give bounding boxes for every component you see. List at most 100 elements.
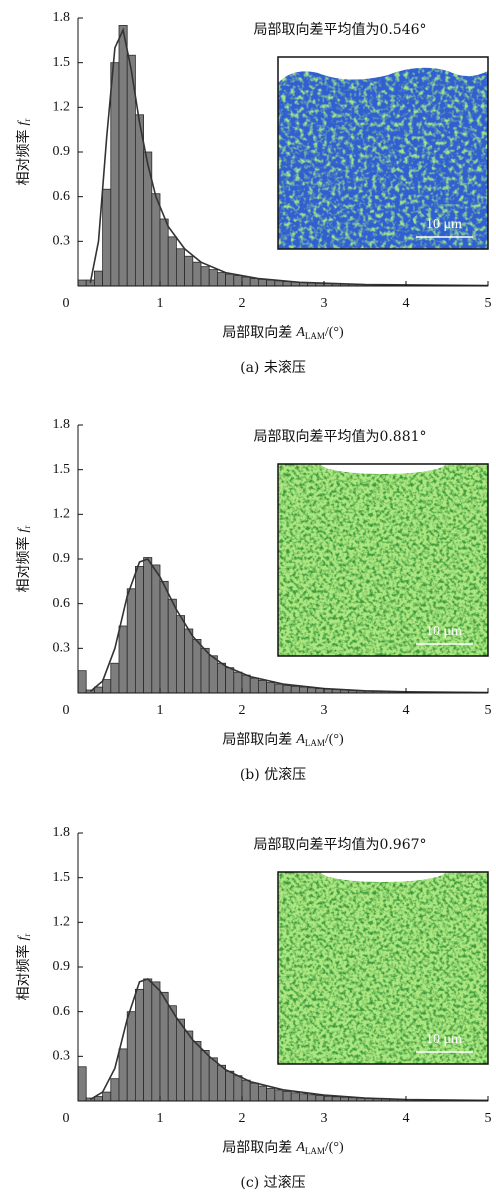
bar	[315, 688, 325, 694]
bar	[184, 1030, 194, 1102]
bar	[282, 1090, 292, 1102]
y-tick-label: 1.8	[53, 825, 71, 840]
label-subscript: LAM	[305, 331, 325, 341]
label-symbol: f	[16, 934, 31, 940]
label-symbol: A	[295, 325, 305, 340]
bar	[102, 188, 112, 287]
inset-frame	[277, 463, 489, 657]
bar	[208, 269, 218, 287]
bar	[102, 1091, 112, 1102]
bar	[315, 1095, 325, 1102]
bar	[323, 1095, 333, 1102]
inset-frame	[277, 871, 489, 1065]
y-tick-label: 0.6	[53, 189, 71, 204]
bar	[200, 1049, 210, 1102]
fit-line	[89, 558, 489, 694]
bar	[94, 270, 104, 287]
y-tick-label: 1.5	[53, 462, 71, 477]
bar	[266, 682, 276, 694]
bar	[216, 1064, 226, 1102]
y-tick-label: 1.8	[53, 10, 71, 25]
bar	[159, 991, 169, 1102]
inset-frame	[277, 56, 489, 250]
bar	[134, 988, 144, 1102]
label-unit: /(°)	[325, 732, 344, 747]
bar	[241, 276, 251, 287]
y-tick-label: 0.3	[53, 1049, 71, 1064]
bar	[225, 1070, 235, 1102]
bar	[175, 615, 185, 694]
label-text: 相对频率	[15, 129, 32, 185]
bar	[241, 674, 251, 694]
x-tick-label: 1	[157, 296, 164, 311]
x-tick-label: 3	[321, 1111, 328, 1126]
bar	[77, 670, 87, 694]
bar	[282, 685, 292, 694]
inset-texture	[278, 872, 488, 1064]
label-text: 局部取向差	[222, 1140, 292, 1156]
bar	[331, 1096, 341, 1102]
y-tick-label: 1.2	[53, 915, 71, 930]
y-tick-label: 1.5	[53, 870, 71, 885]
bar	[143, 978, 153, 1102]
inset-texture	[278, 57, 488, 249]
bar	[151, 193, 161, 287]
caption: (b) 优滚压	[240, 766, 306, 783]
bar	[184, 255, 194, 287]
bar	[266, 1087, 276, 1102]
fit-line	[89, 27, 489, 287]
label-text: 局部取向差	[222, 732, 292, 748]
bar	[192, 1041, 202, 1102]
label-subscript: r	[22, 119, 32, 122]
label-subscript: LAM	[305, 738, 325, 748]
bar	[249, 278, 259, 287]
bar	[102, 679, 112, 694]
x-tick-label: 4	[403, 703, 410, 718]
bar	[249, 677, 259, 694]
scale-bar-label: 10 μm	[426, 624, 462, 639]
bar	[200, 647, 210, 694]
panel: 0.3 0.6 0.9 1.2 1.5 1.8 0 1 2 3 4 5 10 μm 局部取向差平均值为0.…	[15, 825, 492, 1191]
y-axis-label: 相对频率 fr	[15, 119, 32, 186]
bar	[233, 275, 243, 287]
x-tick-label: 2	[239, 703, 246, 718]
y-tick-label: 1.5	[53, 55, 71, 70]
bar	[298, 686, 308, 694]
bar	[339, 1096, 349, 1102]
bar	[257, 1085, 267, 1102]
bar	[110, 62, 120, 287]
bar	[200, 266, 210, 287]
bar	[143, 557, 153, 694]
bar	[241, 1079, 251, 1102]
bar	[175, 248, 185, 287]
bar	[274, 683, 284, 694]
x-axis-label: 局部取向差 ALAM/(°)	[222, 1140, 344, 1156]
label-symbol: A	[295, 732, 305, 747]
label-subscript: r	[22, 934, 32, 937]
bar	[216, 272, 226, 287]
annotation: 局部取向差平均值为0.881°	[253, 429, 426, 445]
bar	[233, 671, 243, 694]
label-symbol: A	[295, 1140, 305, 1155]
x-axis-label: 局部取向差 ALAM/(°)	[222, 732, 344, 748]
bar	[249, 1082, 259, 1102]
label-symbol: f	[16, 119, 31, 125]
x-tick-label: 1	[157, 703, 164, 718]
label-text: 相对频率	[15, 944, 32, 1000]
bar	[151, 981, 161, 1102]
x-tick-label: 1	[157, 1111, 164, 1126]
bar	[274, 1089, 284, 1102]
y-tick-label: 1.2	[53, 507, 71, 522]
x-tick-label: 2	[239, 296, 246, 311]
bar	[126, 588, 136, 694]
bar	[110, 662, 120, 694]
y-tick-label: 1.2	[53, 100, 71, 115]
bar	[167, 236, 177, 287]
x-tick-label: 0	[63, 703, 70, 718]
bar	[77, 279, 87, 287]
x-tick-label: 4	[403, 296, 410, 311]
bar	[233, 1075, 243, 1102]
bar	[307, 1094, 317, 1102]
